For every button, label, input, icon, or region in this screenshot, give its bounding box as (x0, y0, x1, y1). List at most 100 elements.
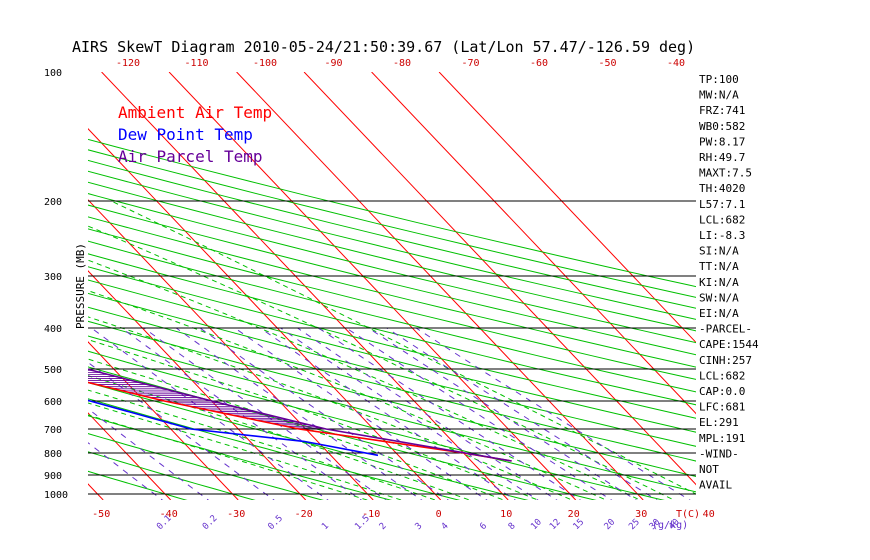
top-temp-tick-label: -50 (598, 58, 616, 69)
stat-line: TT:N/A (699, 260, 739, 273)
bottom-temp-tick-label: 10 (500, 509, 512, 520)
legend: Ambient Air Temp Dew Point Temp Air Parcel… (118, 103, 272, 166)
pressure-tick-label: 600 (44, 397, 62, 408)
moist-adiabat-line (88, 402, 403, 500)
stat-line: EL:291 (699, 416, 739, 429)
dry-adiabat-line (88, 138, 696, 288)
mixing-ratio-tick-label: 8 (507, 521, 518, 532)
bottom-temp-tick-label: -40 (160, 509, 178, 520)
mixing-ratio-line (199, 327, 449, 500)
bottom-temp-tick-label: 0 (436, 509, 442, 520)
stat-line: WB0:582 (699, 120, 745, 133)
mixing-ratio-line (91, 327, 329, 500)
legend-entry: Dew Point Temp (118, 125, 253, 144)
top-temp-tick-label: -80 (393, 58, 411, 69)
stat-line: LI:-8.3 (699, 229, 745, 242)
mixing-ratio-tick-label: 20 (603, 517, 618, 532)
stat-line: MW:N/A (699, 89, 739, 102)
pressure-tick-label: 900 (44, 471, 62, 482)
pressure-tick-label: 1000 (44, 490, 68, 501)
dry-adiabat-line (88, 279, 696, 433)
isotherm-line (0, 72, 36, 500)
stat-line: LFC:681 (699, 401, 745, 414)
stat-line: LCL:682 (699, 213, 745, 226)
mixing-ratio-tick-label: 1 (320, 521, 331, 532)
stat-line: LCL:682 (699, 369, 745, 382)
mixing-ratio-tick-label: 6 (478, 521, 489, 532)
dry-adiabat-line (88, 240, 696, 393)
mixing-ratio-line (346, 327, 613, 500)
dry-adiabat-line (88, 266, 696, 419)
top-temp-tick-label: -120 (116, 58, 140, 69)
stat-line: CAP:0.0 (699, 385, 745, 398)
moist-adiabat-line (88, 259, 642, 500)
top-temp-tick-label: -100 (253, 58, 277, 69)
cape-hatching (88, 369, 322, 429)
bottom-temp-ticks: -50 -40 -30 -20 -10 0 10 20 30 40T(C) (92, 509, 715, 520)
series-line-2 (88, 368, 512, 462)
mixing-ratio-tick-label: 2 (378, 521, 389, 532)
stat-line: L57:7.1 (699, 198, 745, 211)
top-temp-ticks: -120 -110 -100 -90 -80 -70 -60 -50 -40 (116, 58, 685, 69)
dry-adiabat-line (88, 306, 696, 462)
mixing-ratio-unit-label: (g/kg) (652, 520, 688, 531)
mixing-ratio-line (318, 327, 582, 500)
isotherm-line (371, 72, 696, 415)
mixing-ratio-tick-label: 12 (548, 517, 563, 532)
bottom-temp-tick-label: -30 (227, 509, 245, 520)
chart-title: AIRS SkewT Diagram 2010-05-24/21:50:39.6… (72, 38, 695, 56)
pressure-tick-label: 700 (44, 425, 62, 436)
mixing-ratio-line (88, 408, 210, 500)
stat-line: -WIND- (699, 447, 739, 460)
mixing-ratio-line (280, 327, 539, 500)
mixing-ratio-tick-label: 0.2 (201, 514, 220, 533)
stat-line: AVAIL (699, 479, 732, 492)
stat-line: NOT (699, 463, 719, 476)
mixing-ratio-line (260, 327, 516, 500)
stat-line: SW:N/A (699, 291, 739, 304)
dry-adiabat-line (88, 159, 696, 309)
mixing-ratio-line (234, 327, 488, 500)
legend-entry: Air Parcel Temp (118, 147, 263, 166)
dry-adiabat-line (88, 350, 665, 500)
stat-line: TH:4020 (699, 182, 745, 195)
mixing-ratio-line (415, 327, 691, 500)
dry-adiabat-line (88, 149, 696, 298)
series-line-0 (88, 381, 512, 462)
dry-adiabat-line (88, 415, 393, 500)
dry-adiabat-line (88, 433, 324, 500)
bottom-temp-tick-label: 40 (703, 509, 715, 520)
mixing-ratio-line (88, 361, 275, 500)
stat-line: CAPE:1544 (699, 338, 759, 351)
stats-panel: TP:100 MW:N/A FRZ:741 WB0:582 PW:8.17 RH:49.7… (699, 73, 759, 492)
dry-adiabat-line (88, 228, 696, 380)
bottom-temp-tick-label: 30 (635, 509, 647, 520)
pressure-tick-label: 300 (44, 272, 62, 283)
mixing-ratio-tick-label: 0.5 (266, 514, 285, 533)
pressure-tick-label: 200 (44, 197, 62, 208)
dry-adiabat-line (88, 292, 696, 447)
bottom-temp-tick-label: -10 (362, 509, 380, 520)
moist-adiabat-line (88, 358, 505, 500)
dry-adiabat-line (88, 382, 529, 500)
stat-line: RH:49.7 (699, 151, 745, 164)
stat-line: CINH:257 (699, 354, 752, 367)
dry-adiabat-line (88, 204, 696, 356)
stat-line: SI:N/A (699, 245, 739, 258)
dry-adiabat-line (88, 181, 696, 332)
bottom-temp-tick-label: 20 (568, 509, 580, 520)
mixing-ratio-tick-label: 10 (529, 517, 544, 532)
moist-adiabat-line (88, 225, 676, 500)
dry-adiabat-line (88, 398, 461, 500)
pressure-tick-label: 100 (44, 68, 62, 79)
moist-adiabat-line (88, 290, 608, 500)
y-axis-label: PRESSURE (MB) (74, 243, 87, 329)
moist-adiabat-line (88, 389, 437, 500)
mixing-ratio-line (386, 327, 658, 500)
stat-line: EI:N/A (699, 307, 739, 320)
top-temp-tick-label: -70 (461, 58, 479, 69)
mixing-ratio-line (297, 327, 558, 500)
top-temp-tick-label: -40 (667, 58, 685, 69)
stat-line: KI:N/A (699, 276, 739, 289)
